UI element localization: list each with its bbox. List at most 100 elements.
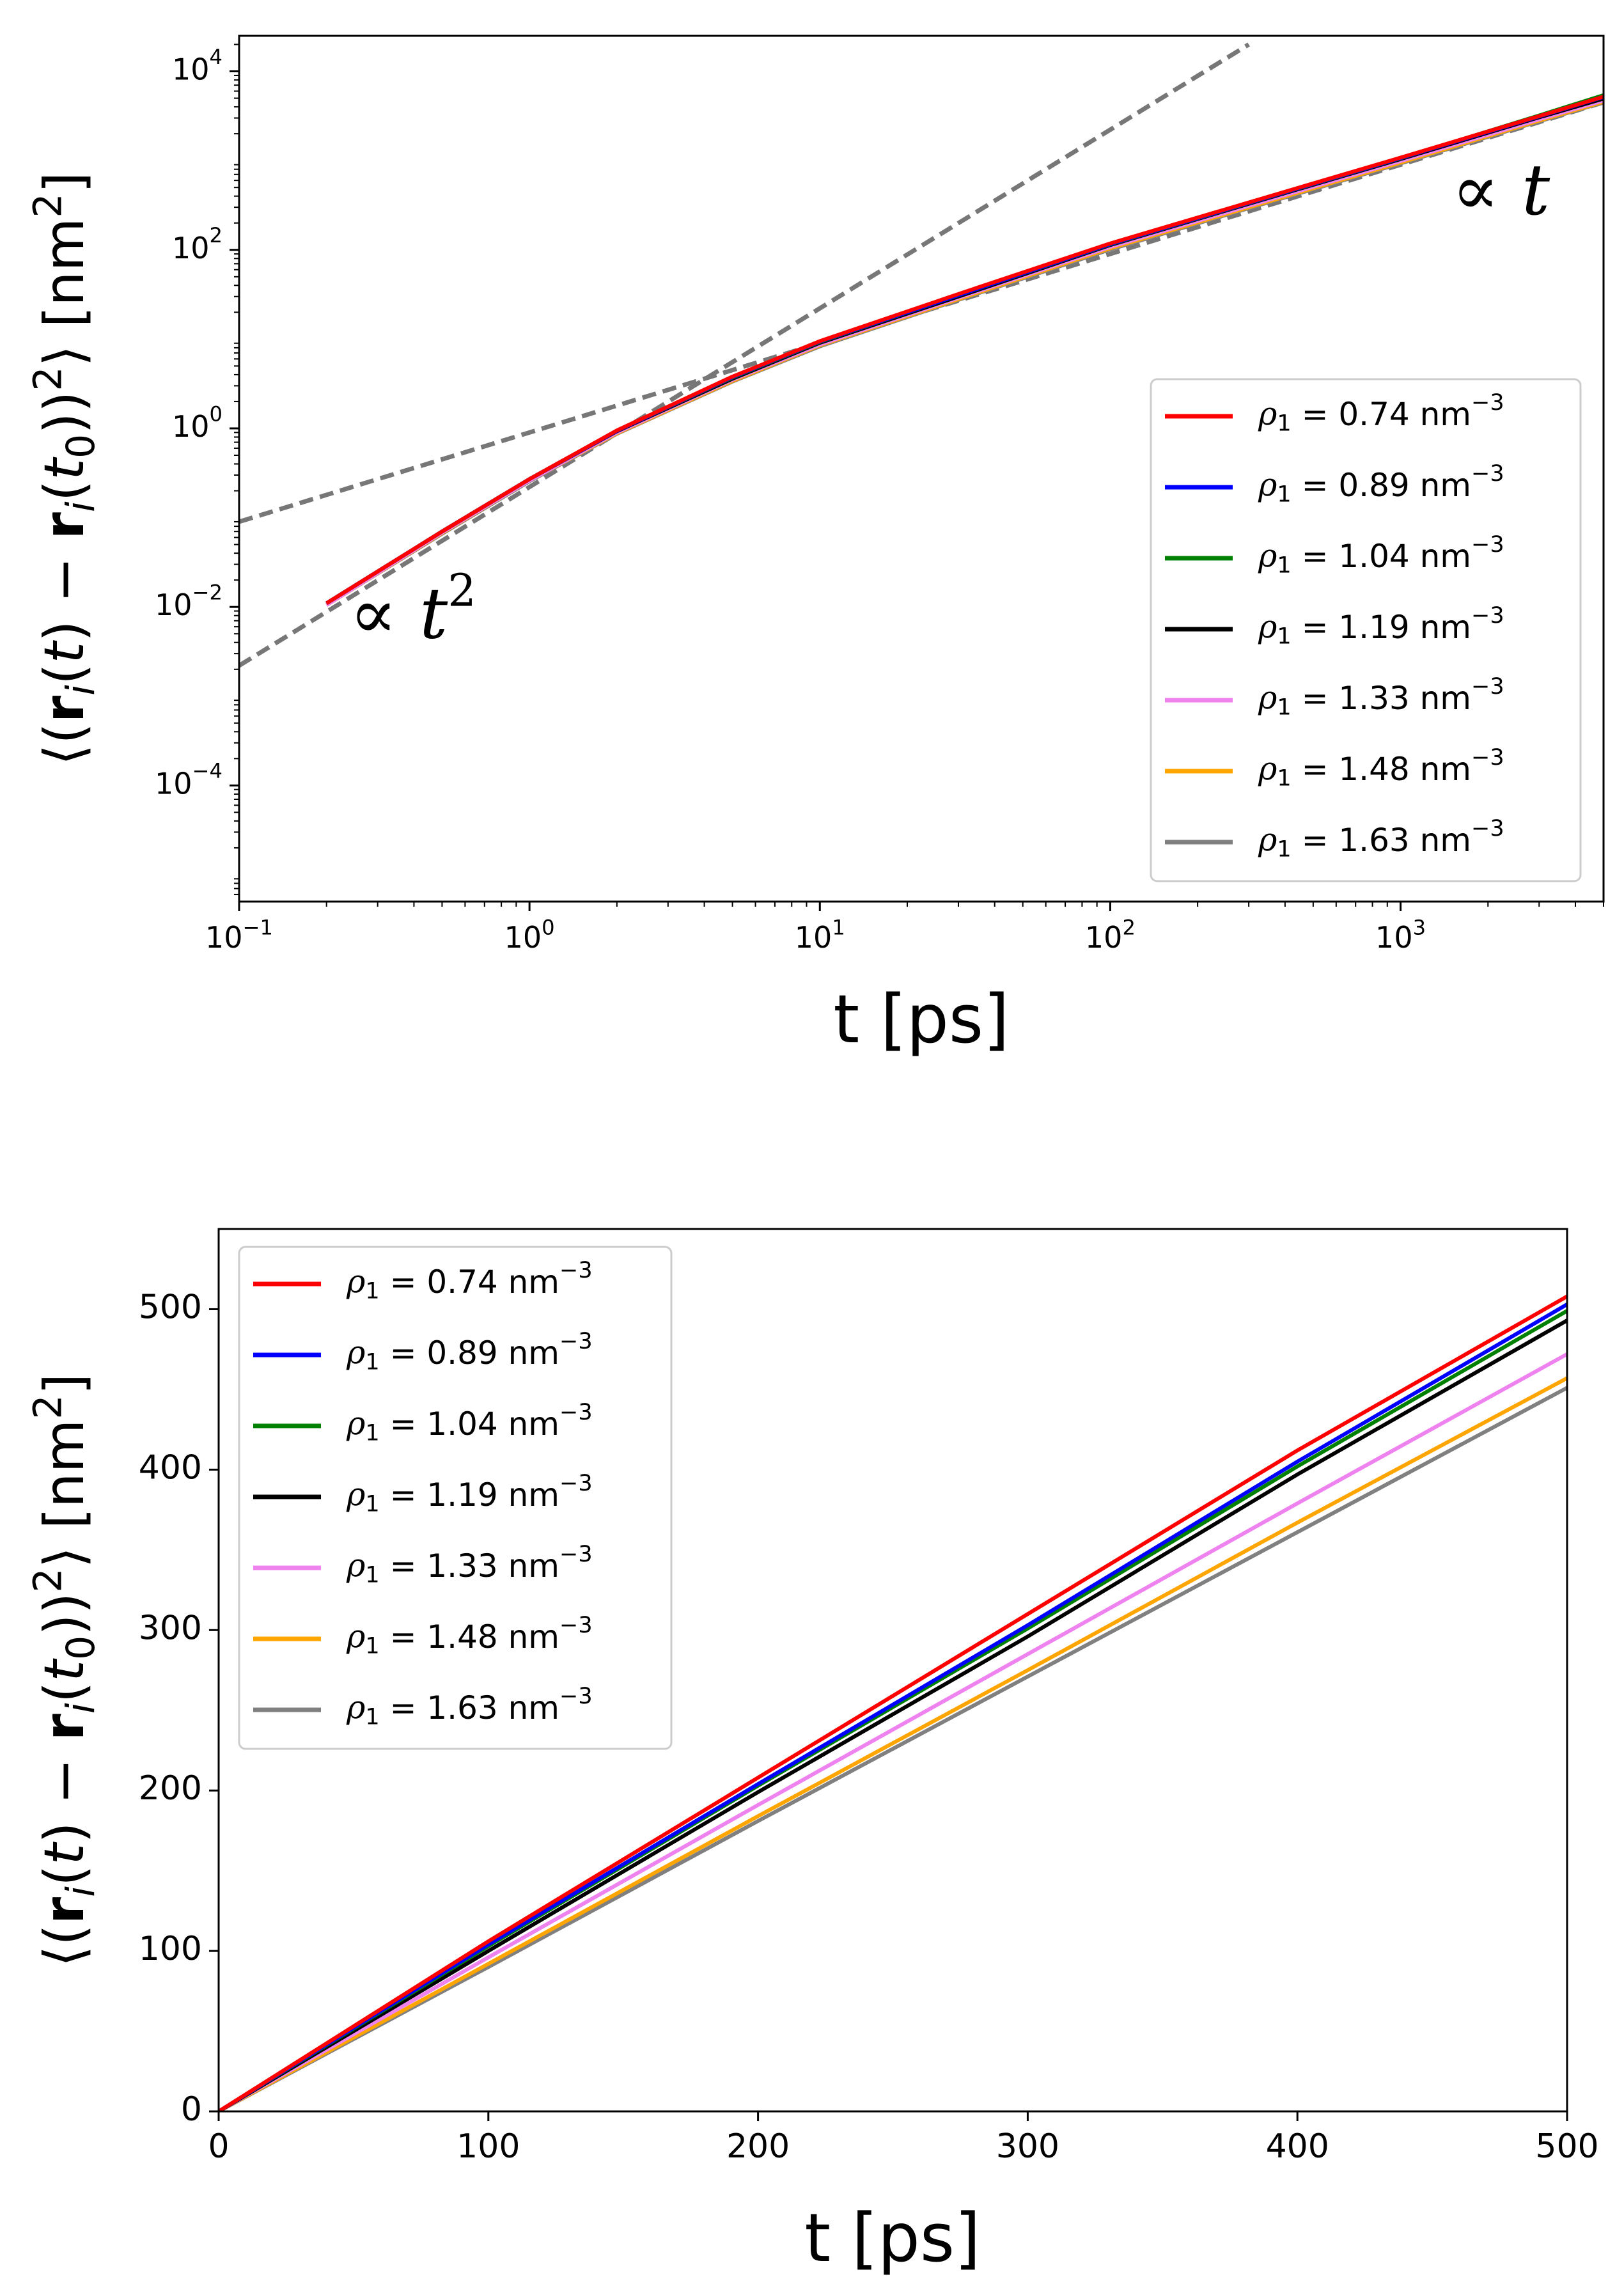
legend-label: ρ1 = 1.63 nm−3 (1258, 816, 1504, 863)
y-label-sub-i2: i (59, 501, 104, 512)
legend-label-unit-exponent: −3 (559, 1542, 593, 1567)
legend-label-unit-exponent: −3 (559, 1400, 593, 1425)
x-tick-base: 10 (1375, 920, 1413, 955)
series-line-1.63 (219, 1386, 1567, 2111)
legend-label-unit-exponent: −3 (1471, 532, 1504, 558)
y-label-sub-0: 0 (59, 1636, 104, 1660)
y-tick-base: 10 (155, 588, 192, 622)
legend-entry: ρ1 = 0.89 nm−3 (253, 1329, 593, 1375)
y-label-sub-0: 0 (59, 434, 104, 458)
legend-entry: ρ1 = 0.74 nm−3 (1165, 390, 1504, 437)
legend-label-unit-exponent: −3 (1471, 816, 1504, 841)
legend-entry: ρ1 = 1.48 nm−3 (1165, 745, 1504, 792)
annotation-variable: t (419, 573, 448, 655)
y-label-paren2: ( (33, 480, 97, 502)
legend-label-value: = 1.48 nm (1292, 751, 1471, 788)
legend-label-unit-exponent: −3 (559, 1329, 593, 1354)
legend: ρ1 = 0.74 nm−3 ρ1 = 0.89 nm−3 ρ1 = 1.04 nm… (238, 1246, 673, 1750)
legend-label-value: = 0.89 nm (1292, 467, 1471, 504)
legend-label-unit-exponent: −3 (1471, 674, 1504, 700)
legend-label-rho: ρ (346, 1689, 366, 1726)
y-label-minus: ) − (33, 1741, 97, 1843)
y-axis-label: ⟨(ri(t) − ri(t0))2⟩ [nm2] (26, 172, 104, 766)
legend-label-value: = 1.19 nm (1292, 609, 1471, 646)
legend-label-subscript: 1 (365, 1350, 379, 1375)
y-label-open: ⟨( (33, 1924, 97, 1967)
legend-label: ρ1 = 0.74 nm−3 (346, 1258, 593, 1304)
legend-label-unit-exponent: −3 (559, 1258, 593, 1283)
x-tick-base: 10 (1085, 920, 1123, 955)
legend-label: ρ1 = 1.63 nm−3 (346, 1684, 593, 1730)
legend-label-rho: ρ (1258, 466, 1277, 503)
legend-box (238, 1246, 673, 1750)
y-tick-label: 102 (172, 223, 223, 265)
legend-label: ρ1 = 1.33 nm−3 (346, 1542, 593, 1588)
legend-label-value: = 0.74 nm (1292, 396, 1471, 433)
x-tick-label: 102 (1085, 915, 1136, 955)
legend-label-subscript: 1 (365, 1421, 379, 1446)
y-tick-label: 0 (181, 2090, 202, 2129)
y-tick-base: 10 (172, 52, 210, 86)
legend-label-unit-exponent: −3 (1471, 603, 1504, 629)
x-axis-label: t [ps] (833, 980, 1009, 1058)
x-tick-base: 10 (205, 920, 243, 955)
y-tick-exponent: −2 (192, 580, 223, 604)
plot-area (239, 42, 1604, 668)
y-tick-exponent: 0 (210, 402, 223, 426)
legend-entry: ρ1 = 0.89 nm−3 (1165, 461, 1504, 508)
legend-entry: ρ1 = 1.63 nm−3 (1165, 816, 1504, 863)
legend-label-subscript: 1 (365, 1279, 379, 1304)
legend-label-subscript: 1 (1277, 766, 1291, 792)
legend-label: ρ1 = 1.04 nm−3 (1258, 532, 1504, 579)
legend-label-subscript: 1 (365, 1705, 379, 1730)
y-tick-label: 10−4 (155, 759, 223, 801)
y-label-unit: ⟩ [nm (33, 1420, 97, 1569)
legend-box (1150, 378, 1582, 882)
legend-label-rho: ρ (346, 1405, 366, 1442)
y-tick-label: 500 (139, 1288, 202, 1326)
x-tick-label: 100 (457, 2127, 520, 2166)
legend-label-unit-exponent: −3 (559, 1471, 593, 1496)
x-tick-exponent: 1 (832, 915, 845, 939)
y-tick-base: 10 (172, 230, 210, 265)
legend-label: ρ1 = 0.74 nm−3 (1258, 390, 1504, 437)
legend-label-subscript: 1 (1277, 624, 1291, 650)
legend-entry: ρ1 = 1.04 nm−3 (1165, 532, 1504, 579)
legend-label: ρ1 = 1.04 nm−3 (346, 1400, 593, 1446)
legend-label-rho: ρ (1258, 821, 1277, 858)
series-line-1.48 (219, 1376, 1567, 2111)
legend-label-value: = 1.04 nm (1292, 538, 1471, 575)
legend-entry: ρ1 = 1.33 nm−3 (253, 1542, 593, 1588)
y-tick-label: 100 (172, 402, 223, 443)
ballistic-fit-dashed-line (239, 42, 1250, 668)
annotation-variable: t (1522, 149, 1550, 231)
x-tick-label: 103 (1375, 915, 1426, 955)
x-tick-label: 0 (208, 2127, 229, 2166)
legend-entry: ρ1 = 1.63 nm−3 (253, 1684, 593, 1730)
x-tick-exponent: −1 (243, 915, 273, 939)
y-label-sub-i: i (59, 1886, 104, 1897)
x-tick-label: 300 (996, 2127, 1059, 2166)
legend-label-unit-exponent: −3 (1471, 461, 1504, 487)
y-label-t0: t (33, 1658, 97, 1682)
legend-label-rho: ρ (1258, 679, 1277, 716)
y-label-paren2: ( (33, 1682, 97, 1703)
y-label-t: t (33, 1841, 97, 1865)
x-tick-base: 10 (795, 920, 832, 955)
legend-label: ρ1 = 0.89 nm−3 (346, 1329, 593, 1375)
y-label-bracket: ] (33, 1373, 97, 1395)
x-tick-label: 500 (1535, 2127, 1598, 2166)
x-tick-exponent: 2 (1122, 915, 1135, 939)
x-tick-label: 10−1 (205, 915, 273, 955)
y-label-unit-sq: 2 (26, 193, 71, 217)
legend-label: ρ1 = 0.89 nm−3 (1258, 461, 1504, 508)
y-label-paren: ( (33, 1865, 97, 1886)
annotation-scaling-1: ∝ t2 (350, 565, 476, 655)
legend-label: ρ1 = 1.48 nm−3 (1258, 745, 1504, 792)
legend-entry: ρ1 = 0.74 nm−3 (253, 1258, 593, 1304)
y-label-sub-i: i (59, 685, 104, 696)
y-label-unit: ⟩ [nm (33, 218, 97, 367)
